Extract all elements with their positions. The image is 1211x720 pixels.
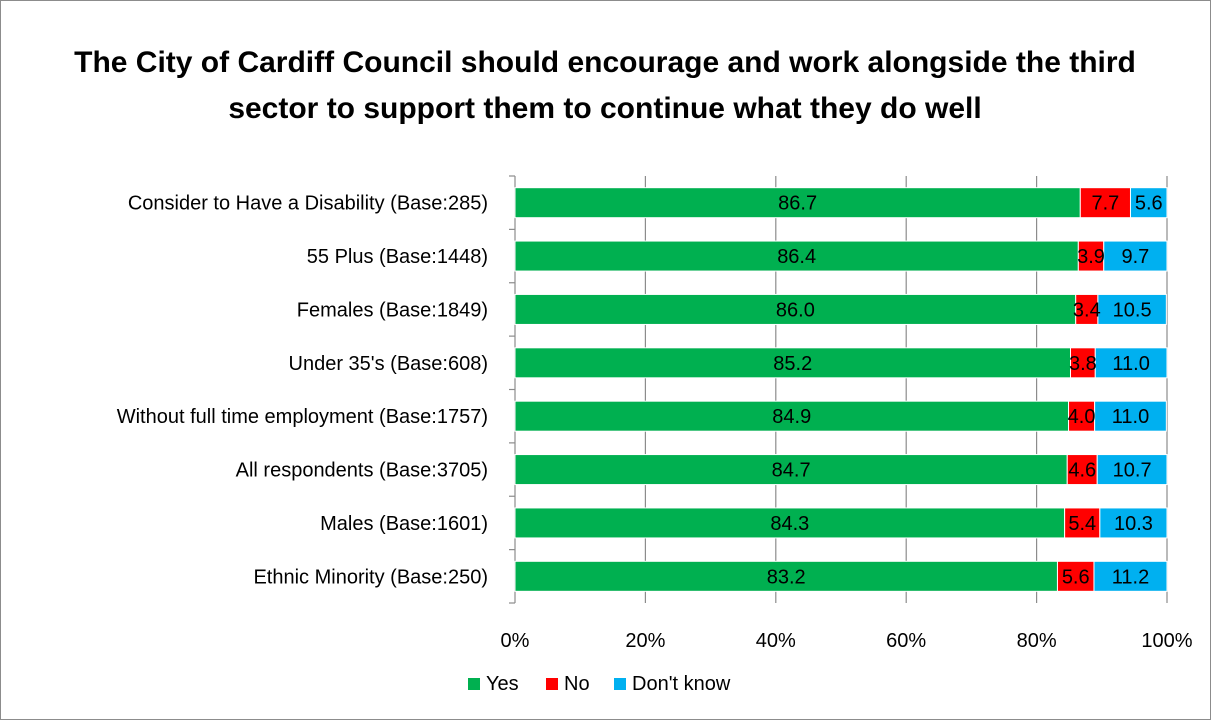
bars: [514, 187, 1168, 592]
data-label: 10.3: [1114, 513, 1153, 535]
x-tick-label: 100%: [1141, 630, 1192, 652]
bar-segment: [514, 400, 1070, 432]
legend-entry: Don't know: [632, 673, 731, 695]
data-label: 83.2: [767, 566, 806, 588]
bar-segment: [514, 507, 1066, 539]
data-label: 4.0: [1068, 406, 1096, 428]
data-label: 86.4: [777, 246, 816, 268]
category-label: Consider to Have a Disability (Base:285): [128, 193, 488, 215]
bar-segment: [514, 454, 1068, 486]
legend-swatch: [468, 678, 480, 690]
bar-segment: [1093, 560, 1168, 592]
legend-entry: No: [564, 673, 590, 695]
bar-segment: [1070, 347, 1096, 379]
x-tick-label: 60%: [886, 630, 926, 652]
bar-segment: [514, 293, 1077, 325]
bar-segment: [1129, 187, 1168, 219]
data-label: 84.3: [770, 513, 809, 535]
data-label: 5.6: [1135, 193, 1163, 215]
data-label: 86.0: [776, 299, 815, 321]
data-label: 86.7: [778, 193, 817, 215]
bar-segment: [1094, 347, 1168, 379]
category-label: Males (Base:1601): [320, 513, 488, 535]
category-label: Without full time employment (Base:1757): [117, 406, 488, 428]
bar-segment: [1096, 454, 1168, 486]
data-label: 7.7: [1091, 193, 1119, 215]
data-label: 11.0: [1112, 353, 1149, 375]
data-label: 4.6: [1068, 460, 1096, 482]
bar-segment: [1079, 187, 1131, 219]
data-label: 3.4: [1073, 299, 1101, 321]
data-label: 10.7: [1113, 460, 1152, 482]
bar-segment: [1077, 240, 1105, 272]
data-label: 11.2: [1112, 566, 1149, 588]
x-tick-label: 80%: [1017, 630, 1057, 652]
data-label: 11.0: [1112, 406, 1149, 428]
x-tick-label: 40%: [756, 630, 796, 652]
data-label: 10.5: [1113, 299, 1152, 321]
bar-segment: [1066, 454, 1098, 486]
legend-entry: Yes: [486, 673, 519, 695]
bar-segment: [1103, 240, 1168, 272]
bar-segment: [1097, 293, 1167, 325]
data-label: 5.6: [1062, 566, 1090, 588]
data-label: 3.9: [1077, 246, 1105, 268]
category-label: All respondents (Base:3705): [236, 460, 488, 482]
bar-segment: [514, 240, 1079, 272]
labels: 0% 20% 40% 60% 80% 100% Consider to Have a Dis…: [117, 193, 1193, 652]
category-label: 55 Plus (Base:1448): [307, 246, 488, 268]
bar-segment: [1094, 400, 1167, 432]
bar-segment: [514, 560, 1058, 592]
category-label: Females (Base:1849): [297, 299, 488, 321]
gridlines: [509, 175, 1168, 604]
data-label: 84.9: [772, 406, 811, 428]
data-label: 9.7: [1121, 246, 1149, 268]
bar-segment: [1056, 560, 1095, 592]
category-label: Under 35's (Base:608): [289, 353, 488, 375]
legend: Yes No Don't know: [468, 673, 731, 695]
legend-swatch: [546, 678, 558, 690]
bar-segment: [1064, 507, 1101, 539]
bar-segment: [1099, 507, 1168, 539]
data-label: 3.8: [1069, 353, 1097, 375]
x-tick-label: 20%: [625, 630, 665, 652]
bar-segment: [514, 347, 1072, 379]
legend-swatch: [614, 678, 626, 690]
chart-title: The City of Cardiff Council should encou…: [74, 46, 1136, 125]
data-label: 85.2: [773, 353, 812, 375]
category-label: Ethnic Minority (Base:250): [253, 566, 488, 588]
data-label: 84.7: [772, 460, 811, 482]
data-label: 5.4: [1068, 513, 1096, 535]
bar-segment: [1068, 400, 1096, 432]
x-tick-label: 0%: [501, 630, 530, 652]
